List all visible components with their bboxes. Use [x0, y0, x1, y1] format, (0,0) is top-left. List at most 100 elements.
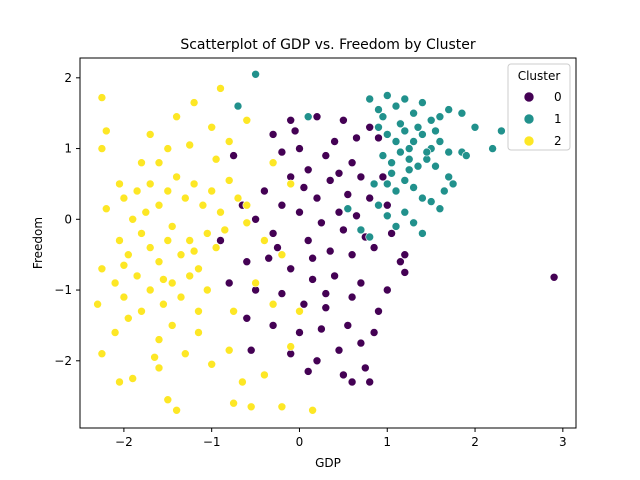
- data-point-cluster-0: [321, 289, 331, 298]
- data-point-cluster-2: [242, 218, 252, 228]
- plot-frame: [79, 57, 577, 429]
- data-point-cluster-0: [387, 229, 396, 238]
- data-point-cluster-1: [404, 144, 414, 153]
- data-point-cluster-1: [400, 126, 410, 136]
- data-point-cluster-0: [277, 200, 287, 210]
- data-point-cluster-1: [404, 154, 414, 164]
- data-point-cluster-0: [382, 285, 392, 295]
- data-point-cluster-0: [299, 299, 309, 309]
- x-tick-label: 0: [296, 435, 304, 449]
- data-point-cluster-2: [238, 377, 247, 387]
- data-point-cluster-0: [374, 306, 383, 316]
- data-point-cluster-1: [233, 101, 243, 111]
- data-point-cluster-1: [418, 229, 427, 238]
- data-point-cluster-2: [176, 292, 186, 302]
- y-axis-label: Freedom: [31, 217, 45, 269]
- data-point-cluster-1: [418, 130, 427, 139]
- data-point-cluster-0: [216, 236, 225, 245]
- data-point-cluster-0: [347, 377, 357, 387]
- data-point-cluster-2: [268, 158, 278, 167]
- data-point-cluster-1: [356, 225, 366, 235]
- data-point-cluster-1: [251, 70, 260, 79]
- data-point-cluster-1: [391, 101, 401, 111]
- y-tick-label: 0: [64, 212, 72, 226]
- data-point-cluster-2: [97, 264, 107, 274]
- legend-label-cluster-1: 1: [554, 112, 562, 126]
- data-point-cluster-2: [194, 328, 203, 337]
- legend-box: [507, 63, 571, 151]
- data-point-cluster-0: [321, 303, 331, 313]
- data-point-cluster-2: [97, 93, 107, 102]
- data-point-cluster-2: [277, 402, 287, 412]
- data-point-cluster-1: [418, 98, 427, 107]
- data-point-cluster-1: [404, 165, 414, 175]
- data-point-cluster-1: [426, 116, 436, 125]
- data-point-cluster-2: [163, 395, 173, 405]
- data-point-cluster-1: [369, 179, 379, 189]
- data-point-cluster-2: [132, 186, 142, 196]
- data-point-cluster-1: [400, 207, 410, 217]
- data-point-cluster-0: [303, 165, 313, 175]
- data-point-cluster-2: [154, 158, 164, 167]
- data-point-cluster-0: [334, 169, 344, 178]
- data-point-cluster-2: [308, 405, 317, 415]
- legend-label-cluster-2: 2: [554, 134, 562, 148]
- data-point-cluster-2: [102, 204, 111, 213]
- data-point-cluster-0: [347, 158, 357, 167]
- data-point-cluster-2: [203, 285, 212, 295]
- y-tick-label: −2: [54, 354, 72, 368]
- x-tick-label: 3: [559, 435, 567, 449]
- data-point-cluster-2: [154, 363, 164, 373]
- data-point-cluster-1: [409, 108, 418, 118]
- data-point-cluster-2: [97, 349, 107, 359]
- data-point-cluster-1: [400, 94, 410, 104]
- data-point-cluster-0: [312, 112, 322, 121]
- data-point-cluster-1: [497, 126, 506, 136]
- data-point-cluster-2: [224, 137, 234, 146]
- x-tick-label: −2: [115, 435, 133, 449]
- data-point-cluster-2: [211, 243, 221, 252]
- data-point-cluster-2: [198, 200, 208, 210]
- data-point-cluster-0: [352, 133, 361, 143]
- data-point-cluster-0: [330, 137, 339, 146]
- data-point-cluster-0: [347, 250, 357, 259]
- data-point-cluster-2: [242, 116, 252, 125]
- data-point-cluster-0: [242, 313, 252, 323]
- legend-label-cluster-0: 0: [554, 90, 562, 104]
- data-point-cluster-2: [137, 306, 146, 316]
- data-point-cluster-1: [457, 108, 467, 118]
- data-point-cluster-2: [194, 306, 203, 316]
- data-point-cluster-2: [163, 236, 173, 245]
- data-point-cluster-0: [400, 250, 410, 259]
- data-point-cluster-0: [286, 116, 296, 125]
- data-point-cluster-1: [374, 105, 383, 114]
- data-point-cluster-0: [299, 183, 309, 192]
- data-point-cluster-2: [233, 193, 243, 203]
- data-point-cluster-1: [422, 147, 432, 157]
- data-point-cluster-2: [115, 236, 124, 245]
- data-point-cluster-1: [382, 211, 392, 221]
- data-point-cluster-2: [207, 186, 216, 196]
- data-point-cluster-2: [102, 126, 111, 136]
- data-point-cluster-0: [312, 193, 322, 203]
- data-point-cluster-0: [286, 264, 296, 274]
- data-point-cluster-2: [167, 222, 177, 231]
- data-point-cluster-0: [317, 218, 326, 228]
- data-point-cluster-0: [365, 377, 375, 387]
- data-point-cluster-0: [343, 321, 353, 330]
- data-point-cluster-1: [365, 94, 375, 104]
- data-point-cluster-1: [444, 105, 454, 114]
- data-point-cluster-0: [308, 253, 317, 263]
- data-point-cluster-0: [260, 186, 269, 196]
- data-point-cluster-0: [325, 176, 335, 185]
- y-tick-label: −1: [54, 283, 72, 297]
- data-point-cluster-0: [369, 328, 379, 337]
- data-point-cluster-2: [137, 229, 146, 238]
- legend-title: Cluster: [518, 69, 561, 83]
- data-point-cluster-2: [159, 299, 168, 309]
- data-point-cluster-1: [391, 186, 401, 196]
- data-point-cluster-1: [431, 161, 440, 171]
- data-point-cluster-0: [268, 229, 278, 238]
- data-point-cluster-2: [185, 140, 194, 150]
- data-point-cluster-2: [150, 352, 159, 362]
